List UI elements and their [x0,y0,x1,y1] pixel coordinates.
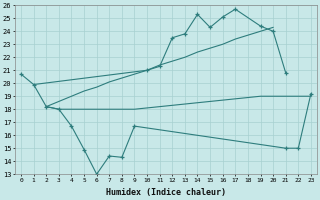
X-axis label: Humidex (Indice chaleur): Humidex (Indice chaleur) [106,188,226,197]
